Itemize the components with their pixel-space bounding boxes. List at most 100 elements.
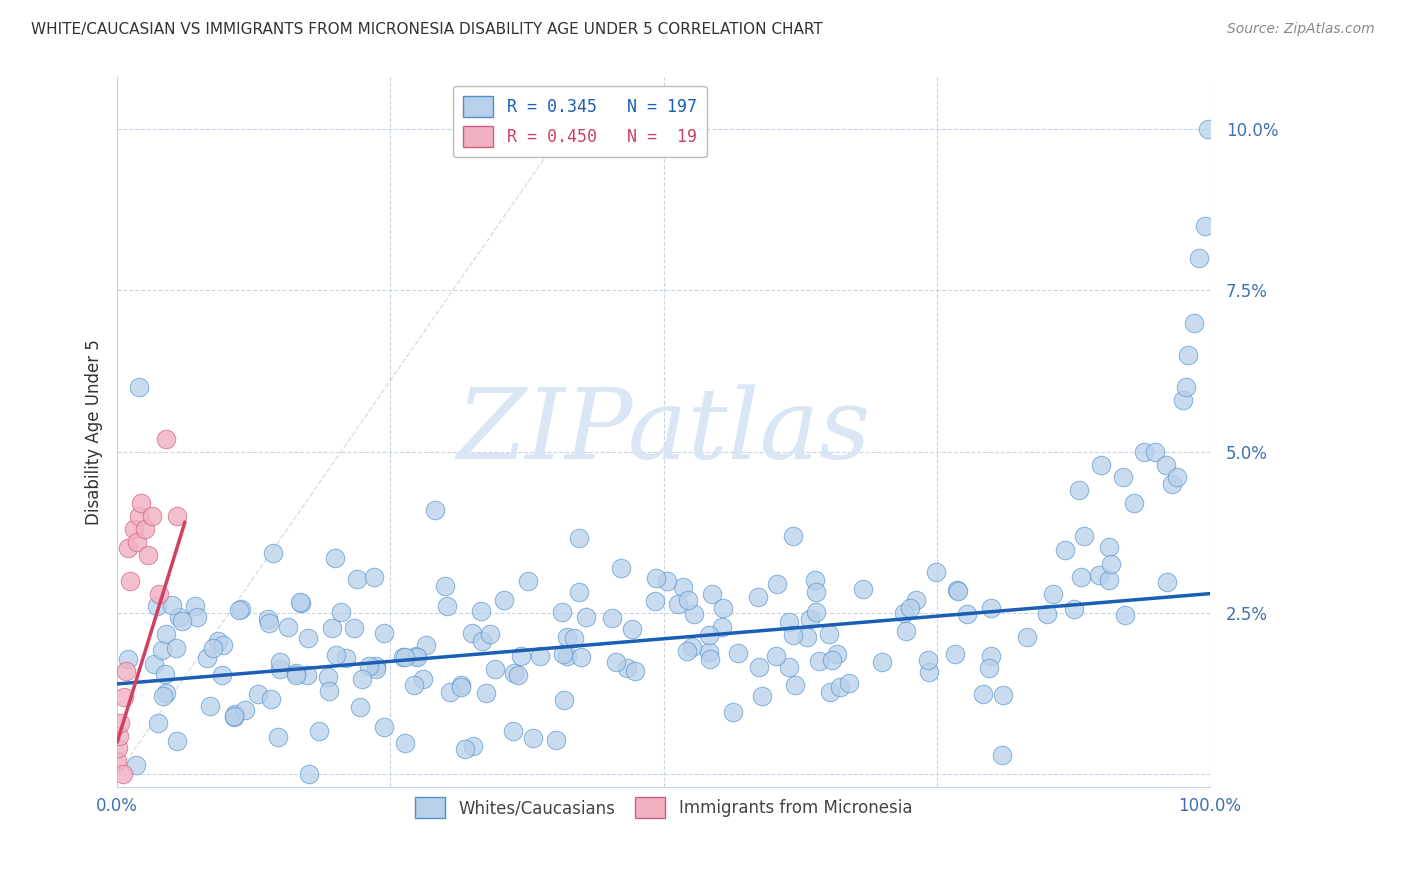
- Point: [1088, 568, 1111, 582]
- Point: [946, 582, 969, 597]
- Point: [782, 628, 804, 642]
- Point: [1053, 543, 1076, 558]
- Text: Source: ZipAtlas.com: Source: ZipAtlas.com: [1227, 22, 1375, 37]
- Point: [155, 626, 177, 640]
- Point: [1144, 444, 1167, 458]
- Point: [450, 680, 472, 694]
- Point: [785, 678, 807, 692]
- Point: [1067, 483, 1090, 498]
- Point: [765, 648, 787, 663]
- Point: [676, 644, 699, 658]
- Point: [818, 685, 841, 699]
- Point: [751, 690, 773, 704]
- Point: [1160, 477, 1182, 491]
- Point: [721, 706, 744, 720]
- Point: [747, 590, 769, 604]
- Point: [893, 606, 915, 620]
- Point: [350, 673, 373, 687]
- Point: [1036, 607, 1059, 621]
- Point: [1197, 122, 1219, 136]
- Point: [553, 692, 575, 706]
- Point: [394, 736, 416, 750]
- Point: [870, 655, 893, 669]
- Point: [681, 640, 703, 655]
- Point: [224, 710, 246, 724]
- Point: [197, 650, 219, 665]
- Point: [394, 650, 416, 665]
- Point: [644, 594, 666, 608]
- Point: [553, 647, 575, 661]
- Point: [128, 509, 150, 524]
- Point: [799, 612, 821, 626]
- Point: [423, 503, 446, 517]
- Point: [710, 619, 733, 633]
- Point: [290, 595, 312, 609]
- Point: [1099, 557, 1122, 571]
- Y-axis label: Disability Age Under 5: Disability Age Under 5: [86, 339, 103, 525]
- Point: [111, 767, 134, 781]
- Point: [568, 585, 591, 599]
- Point: [991, 748, 1014, 763]
- Point: [167, 610, 190, 624]
- Point: [117, 541, 139, 556]
- Point: [894, 624, 917, 639]
- Point: [297, 631, 319, 645]
- Point: [450, 678, 472, 692]
- Point: [105, 755, 128, 769]
- Point: [146, 715, 169, 730]
- Point: [569, 649, 592, 664]
- Point: [977, 661, 1000, 675]
- Point: [956, 607, 979, 621]
- Point: [434, 578, 457, 592]
- Point: [1098, 573, 1121, 587]
- Point: [1182, 316, 1205, 330]
- Point: [1156, 575, 1178, 590]
- Point: [838, 675, 860, 690]
- Point: [551, 605, 574, 619]
- Point: [1098, 540, 1121, 554]
- Point: [610, 561, 633, 575]
- Point: [502, 666, 524, 681]
- Point: [117, 652, 139, 666]
- Point: [479, 627, 502, 641]
- Point: [285, 668, 308, 682]
- Point: [1175, 380, 1198, 394]
- Point: [284, 666, 307, 681]
- Point: [184, 599, 207, 614]
- Point: [624, 665, 647, 679]
- Point: [484, 662, 506, 676]
- Point: [112, 690, 135, 704]
- Point: [228, 603, 250, 617]
- Point: [330, 606, 353, 620]
- Point: [257, 612, 280, 626]
- Point: [316, 670, 339, 684]
- Point: [575, 610, 598, 624]
- Point: [818, 627, 841, 641]
- Point: [335, 650, 357, 665]
- Point: [141, 509, 163, 524]
- Point: [212, 638, 235, 652]
- Point: [1122, 496, 1144, 510]
- Point: [917, 665, 939, 679]
- Point: [262, 546, 284, 560]
- Point: [134, 522, 156, 536]
- Point: [946, 584, 969, 599]
- Point: [980, 649, 1002, 664]
- Point: [1063, 601, 1085, 615]
- Point: [143, 657, 166, 671]
- Point: [308, 724, 330, 739]
- Point: [366, 662, 388, 676]
- Point: [107, 741, 129, 756]
- Point: [727, 646, 749, 660]
- Point: [605, 656, 627, 670]
- Point: [748, 659, 770, 673]
- Point: [267, 731, 290, 745]
- Point: [406, 649, 429, 664]
- Point: [298, 767, 321, 781]
- Point: [460, 625, 482, 640]
- Point: [1114, 607, 1136, 622]
- Point: [290, 596, 312, 610]
- Point: [1188, 251, 1211, 265]
- Point: [359, 658, 381, 673]
- Point: [474, 686, 496, 700]
